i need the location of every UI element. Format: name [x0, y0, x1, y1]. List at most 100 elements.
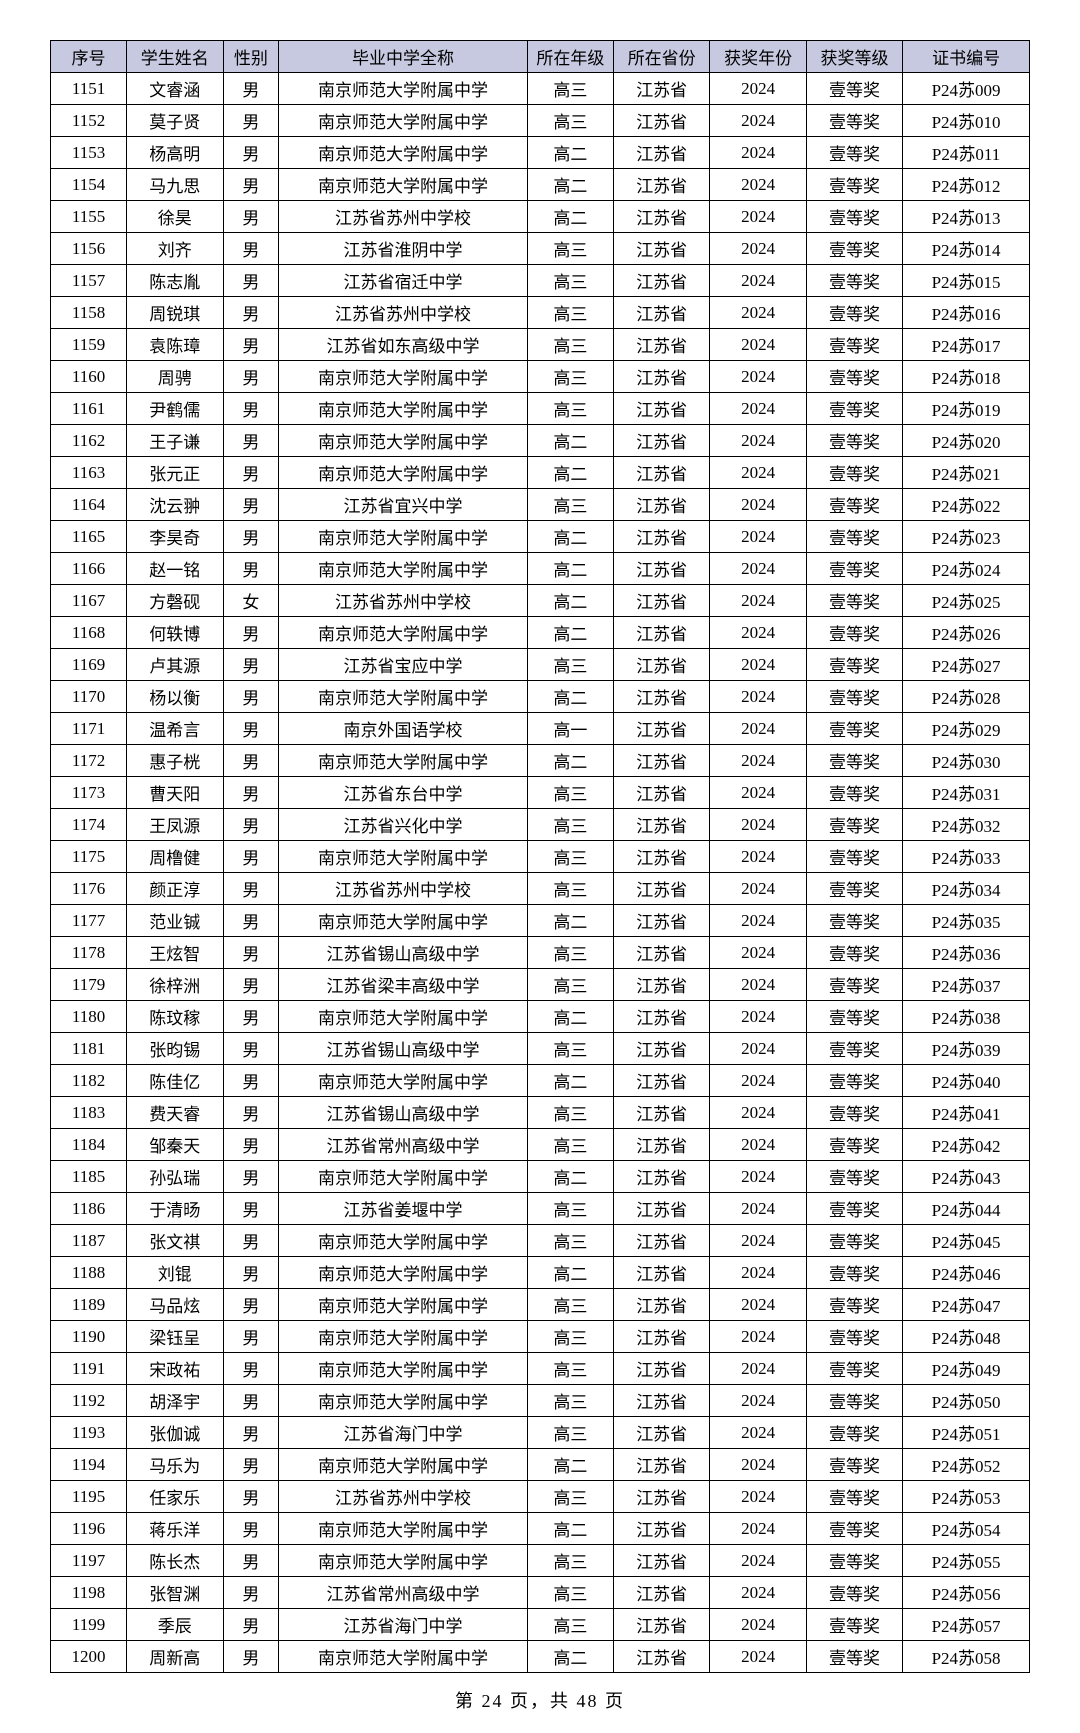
table-cell: 壹等奖: [806, 937, 902, 969]
table-cell: 江苏省: [614, 137, 710, 169]
table-cell: 2024: [710, 169, 806, 201]
table-row: 1185孙弘瑞男南京师范大学附属中学高二江苏省2024壹等奖P24苏043: [51, 1161, 1030, 1193]
table-cell: P24苏014: [903, 233, 1030, 265]
table-cell: 男: [223, 777, 279, 809]
table-cell: 壹等奖: [806, 233, 902, 265]
table-cell: 2024: [710, 777, 806, 809]
table-cell: 高二: [527, 169, 613, 201]
table-cell: 温希言: [127, 713, 223, 745]
table-cell: 文睿涵: [127, 73, 223, 105]
table-cell: P24苏023: [903, 521, 1030, 553]
table-cell: 周锐琪: [127, 297, 223, 329]
table-header-cell: 学生姓名: [127, 41, 223, 73]
table-row: 1171温希言男南京外国语学校高一江苏省2024壹等奖P24苏029: [51, 713, 1030, 745]
table-row: 1182陈佳亿男南京师范大学附属中学高二江苏省2024壹等奖P24苏040: [51, 1065, 1030, 1097]
table-cell: P24苏033: [903, 841, 1030, 873]
table-cell: 高三: [527, 1097, 613, 1129]
table-cell: 2024: [710, 873, 806, 905]
table-cell: P24苏055: [903, 1545, 1030, 1577]
table-cell: 2024: [710, 393, 806, 425]
table-cell: 宋政祐: [127, 1353, 223, 1385]
table-cell: 李昊奇: [127, 521, 223, 553]
table-cell: 江苏省: [614, 873, 710, 905]
table-cell: 方磬砚: [127, 585, 223, 617]
table-cell: 1162: [51, 425, 127, 457]
table-cell: 刘锟: [127, 1257, 223, 1289]
table-cell: 2024: [710, 1641, 806, 1673]
table-header-cell: 所在省份: [614, 41, 710, 73]
table-cell: 男: [223, 201, 279, 233]
table-row: 1195任家乐男江苏省苏州中学校高三江苏省2024壹等奖P24苏053: [51, 1481, 1030, 1513]
table-cell: 壹等奖: [806, 1385, 902, 1417]
table-cell: 江苏省苏州中学校: [279, 1481, 527, 1513]
table-row: 1158周锐琪男江苏省苏州中学校高三江苏省2024壹等奖P24苏016: [51, 297, 1030, 329]
table-cell: 江苏省如东高级中学: [279, 329, 527, 361]
table-cell: 男: [223, 137, 279, 169]
page-container: 序号学生姓名性别毕业中学全称所在年级所在省份获奖年份获奖等级证书编号 1151文…: [0, 0, 1080, 1733]
table-cell: 江苏省: [614, 1289, 710, 1321]
table-cell: P24苏010: [903, 105, 1030, 137]
table-cell: 张文祺: [127, 1225, 223, 1257]
table-cell: 沈云翀: [127, 489, 223, 521]
table-cell: 高三: [527, 1289, 613, 1321]
table-cell: 壹等奖: [806, 1641, 902, 1673]
table-header-cell: 所在年级: [527, 41, 613, 73]
table-cell: 壹等奖: [806, 969, 902, 1001]
table-cell: 1181: [51, 1033, 127, 1065]
table-cell: 江苏省锡山高级中学: [279, 1097, 527, 1129]
table-cell: 高三: [527, 361, 613, 393]
table-cell: 2024: [710, 1545, 806, 1577]
table-row: 1184邹秦天男江苏省常州高级中学高三江苏省2024壹等奖P24苏042: [51, 1129, 1030, 1161]
table-cell: 1168: [51, 617, 127, 649]
table-cell: 2024: [710, 361, 806, 393]
table-cell: P24苏036: [903, 937, 1030, 969]
table-cell: 壹等奖: [806, 521, 902, 553]
table-cell: 江苏省: [614, 233, 710, 265]
table-cell: P24苏053: [903, 1481, 1030, 1513]
table-cell: 季辰: [127, 1609, 223, 1641]
table-cell: 杨高明: [127, 137, 223, 169]
table-cell: 2024: [710, 617, 806, 649]
table-cell: 高三: [527, 1481, 613, 1513]
table-cell: 江苏省宝应中学: [279, 649, 527, 681]
table-cell: P24苏050: [903, 1385, 1030, 1417]
table-cell: P24苏048: [903, 1321, 1030, 1353]
table-cell: 南京师范大学附属中学: [279, 553, 527, 585]
table-cell: 1167: [51, 585, 127, 617]
table-cell: P24苏043: [903, 1161, 1030, 1193]
table-cell: P24苏054: [903, 1513, 1030, 1545]
table-cell: 南京师范大学附属中学: [279, 1545, 527, 1577]
table-cell: 壹等奖: [806, 713, 902, 745]
table-cell: 2024: [710, 681, 806, 713]
table-cell: 男: [223, 1289, 279, 1321]
table-row: 1191宋政祐男南京师范大学附属中学高三江苏省2024壹等奖P24苏049: [51, 1353, 1030, 1385]
table-cell: 江苏省宿迁中学: [279, 265, 527, 297]
table-cell: 2024: [710, 1449, 806, 1481]
table-cell: 孙弘瑞: [127, 1161, 223, 1193]
table-cell: 高三: [527, 809, 613, 841]
table-cell: 南京师范大学附属中学: [279, 841, 527, 873]
table-cell: 壹等奖: [806, 1193, 902, 1225]
table-cell: 高二: [527, 1065, 613, 1097]
table-cell: 江苏省: [614, 1481, 710, 1513]
table-row: 1165李昊奇男南京师范大学附属中学高二江苏省2024壹等奖P24苏023: [51, 521, 1030, 553]
table-cell: 南京师范大学附属中学: [279, 1449, 527, 1481]
table-cell: 1200: [51, 1641, 127, 1673]
table-cell: 2024: [710, 1225, 806, 1257]
table-cell: 男: [223, 393, 279, 425]
table-cell: 高三: [527, 489, 613, 521]
table-row: 1151文睿涵男南京师范大学附属中学高三江苏省2024壹等奖P24苏009: [51, 73, 1030, 105]
table-cell: 1183: [51, 1097, 127, 1129]
table-cell: 江苏省: [614, 553, 710, 585]
table-cell: 2024: [710, 1193, 806, 1225]
table-cell: 男: [223, 329, 279, 361]
table-cell: 1159: [51, 329, 127, 361]
table-cell: 壹等奖: [806, 1321, 902, 1353]
table-cell: P24苏056: [903, 1577, 1030, 1609]
table-cell: P24苏027: [903, 649, 1030, 681]
table-cell: 1180: [51, 1001, 127, 1033]
table-cell: 1158: [51, 297, 127, 329]
table-cell: 高二: [527, 585, 613, 617]
table-cell: 高二: [527, 201, 613, 233]
table-row: 1167方磬砚女江苏省苏州中学校高二江苏省2024壹等奖P24苏025: [51, 585, 1030, 617]
